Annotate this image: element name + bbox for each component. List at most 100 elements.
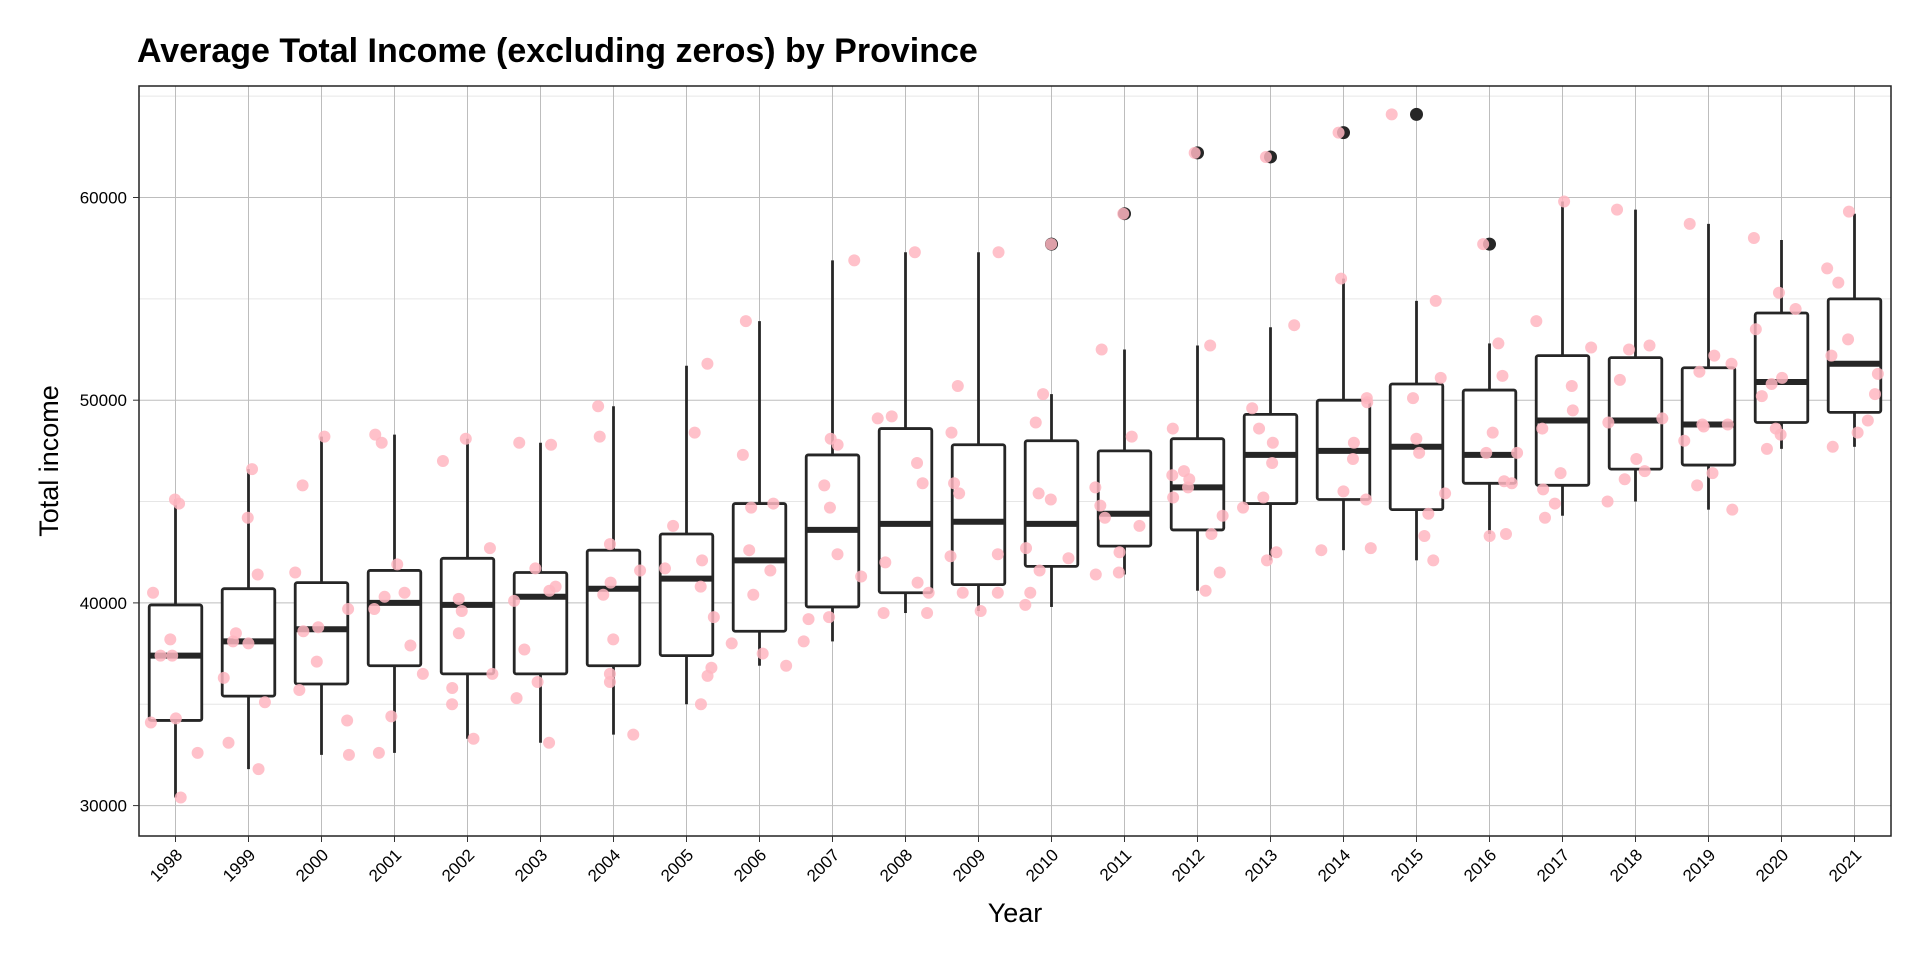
data-point	[217, 671, 230, 684]
box-body	[585, 548, 642, 668]
data-point	[391, 558, 404, 571]
data-point	[1125, 430, 1138, 443]
data-point	[1678, 434, 1691, 447]
data-point	[368, 602, 381, 615]
data-point	[1623, 343, 1636, 356]
data-point	[1266, 457, 1279, 470]
x-tick-label: 2016	[1460, 845, 1500, 885]
x-tick-label: 2009	[949, 845, 989, 885]
data-point	[1439, 487, 1452, 500]
data-point	[911, 576, 924, 589]
data-point	[767, 497, 780, 510]
data-point	[242, 637, 255, 650]
data-point	[1098, 511, 1111, 524]
data-point	[1760, 442, 1773, 455]
data-point	[1691, 479, 1704, 492]
data-point	[1861, 414, 1874, 427]
data-point	[1749, 323, 1762, 336]
box-2005	[658, 365, 715, 705]
box-2001	[366, 434, 423, 753]
data-point	[1554, 467, 1567, 480]
data-point	[694, 698, 707, 711]
data-point	[404, 639, 417, 652]
data-point	[297, 625, 310, 638]
x-tick-label: 2008	[876, 845, 916, 885]
data-point	[991, 586, 1004, 599]
data-point	[293, 684, 306, 697]
data-point	[1483, 530, 1496, 542]
x-tick-label: 2014	[1314, 845, 1354, 885]
data-point	[1216, 509, 1229, 522]
data-point	[1385, 108, 1398, 121]
data-point	[1199, 584, 1212, 597]
data-point	[310, 655, 323, 668]
y-axis-title: Total income	[34, 385, 64, 537]
data-point	[1167, 491, 1180, 504]
data-point	[764, 564, 777, 577]
data-point	[543, 584, 556, 597]
data-point	[597, 588, 610, 601]
data-point	[802, 613, 815, 626]
data-point	[455, 605, 468, 617]
data-point	[1347, 436, 1360, 449]
data-point	[1205, 527, 1218, 540]
data-point	[258, 696, 271, 709]
data-point	[1706, 467, 1719, 480]
x-tick-label: 2015	[1387, 845, 1427, 885]
data-point	[1364, 542, 1377, 555]
box-body	[950, 443, 1007, 587]
data-point	[543, 736, 556, 749]
data-point	[991, 548, 1004, 561]
data-point	[1020, 542, 1033, 555]
x-tick-label: 2012	[1168, 845, 1208, 885]
data-point	[1721, 418, 1734, 431]
data-point	[1538, 511, 1551, 524]
data-point	[174, 791, 187, 804]
x-axis: 1998 1999 2000 2001 2002 2003 2004 2005 2006 2007…	[146, 836, 1865, 886]
data-point	[1548, 497, 1561, 510]
data-point	[879, 556, 892, 569]
data-point	[1253, 422, 1266, 435]
data-point	[289, 566, 302, 579]
data-point	[823, 611, 836, 624]
y-tick-label: 60000	[80, 188, 127, 207]
data-point	[696, 554, 709, 567]
data-point	[1825, 349, 1838, 362]
box-body	[147, 603, 204, 722]
data-point	[885, 410, 898, 423]
data-point	[1257, 491, 1270, 504]
data-point	[739, 315, 752, 328]
data-point	[378, 590, 391, 603]
x-tick-label: 2005	[657, 845, 697, 885]
data-point	[780, 659, 793, 672]
y-tick-label: 30000	[80, 797, 127, 816]
data-point	[688, 426, 701, 439]
data-point	[1361, 396, 1374, 409]
box-2006	[731, 321, 788, 666]
data-point	[1410, 432, 1423, 445]
x-tick-label: 2019	[1679, 845, 1719, 885]
data-point	[953, 487, 966, 500]
data-point	[736, 448, 749, 461]
data-point	[169, 712, 182, 725]
data-point	[1089, 481, 1102, 494]
data-point	[436, 455, 449, 467]
data-point	[416, 667, 429, 680]
data-point	[1418, 530, 1431, 542]
data-point	[701, 357, 714, 370]
data-point	[603, 538, 616, 551]
x-tick-label: 2011	[1096, 845, 1135, 884]
x-tick-label: 2000	[292, 845, 332, 885]
data-point	[956, 586, 969, 599]
data-point	[848, 254, 861, 267]
y-axis: 30000 40000 50000 60000	[80, 188, 139, 816]
data-point	[296, 479, 309, 492]
data-point	[921, 607, 934, 620]
data-point	[1117, 207, 1130, 220]
data-point	[1683, 217, 1696, 230]
box-body	[1753, 311, 1810, 424]
data-point	[318, 430, 331, 443]
data-point	[1726, 503, 1739, 516]
data-point	[1332, 126, 1345, 139]
data-point	[592, 400, 605, 413]
